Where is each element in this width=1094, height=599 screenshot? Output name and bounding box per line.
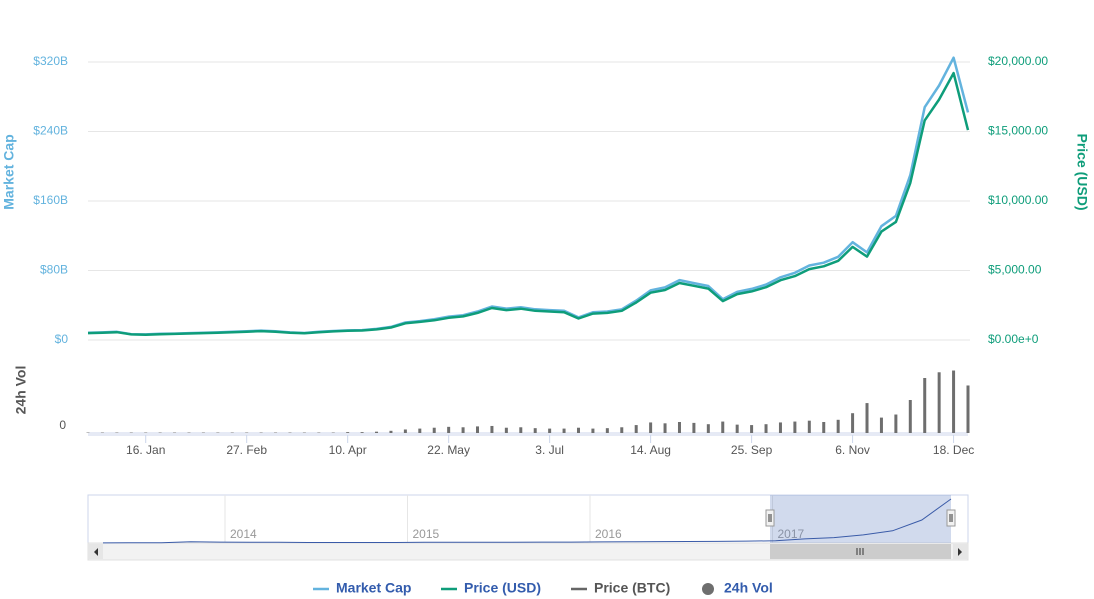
volume-bar bbox=[461, 427, 465, 433]
volume-bar bbox=[923, 378, 927, 433]
legend-item[interactable]: 24h Vol bbox=[724, 580, 773, 596]
volume-bar bbox=[879, 417, 883, 433]
volume-bar bbox=[865, 403, 869, 433]
navigator-handle[interactable] bbox=[946, 509, 956, 527]
navigator-label: 2017 bbox=[778, 527, 805, 541]
volume-bar bbox=[533, 428, 537, 433]
y2-tick-label: $10,000.00 bbox=[988, 193, 1048, 207]
x-tick-label: 25. Sep bbox=[731, 443, 773, 457]
volume-bar bbox=[360, 432, 364, 433]
volume-bar bbox=[634, 425, 638, 433]
handle-grip bbox=[768, 514, 772, 522]
volume-bar bbox=[620, 427, 624, 433]
x-tick-label: 18. Dec bbox=[933, 443, 974, 457]
navigator-label: 2014 bbox=[230, 527, 257, 541]
volume-bar bbox=[822, 422, 826, 433]
volume-bar bbox=[894, 414, 898, 433]
volume-bar bbox=[778, 422, 782, 433]
volume-bar bbox=[750, 425, 754, 433]
x-tick-label: 10. Apr bbox=[329, 443, 367, 457]
arrow-left bbox=[94, 548, 98, 556]
volume-bar bbox=[504, 427, 508, 433]
x-tick-label: 22. May bbox=[427, 443, 470, 457]
x-tick-label: 3. Jul bbox=[535, 443, 564, 457]
volume-bar bbox=[576, 427, 580, 433]
x-tick-label: 6. Nov bbox=[835, 443, 870, 457]
handle-grip bbox=[949, 514, 953, 522]
y3-axis-title: 24h Vol bbox=[13, 366, 29, 415]
scrollbar-grip bbox=[856, 548, 864, 555]
y-tick-label: $80B bbox=[40, 263, 68, 277]
navigator-label: 2015 bbox=[413, 527, 440, 541]
y3-tick-label: 0 bbox=[59, 418, 66, 432]
y-axis-title: Market Cap bbox=[1, 134, 17, 209]
volume-bar bbox=[663, 423, 667, 433]
volume-bar bbox=[706, 424, 710, 433]
legend-item[interactable]: Price (USD) bbox=[464, 580, 541, 596]
x-tick-label: 14. Aug bbox=[630, 443, 671, 457]
series-line bbox=[87, 71, 970, 336]
y-tick-label: $320B bbox=[33, 54, 68, 68]
volume-bar bbox=[447, 426, 451, 433]
y-tick-label: $240B bbox=[33, 124, 68, 138]
y-tick-label: $0 bbox=[55, 332, 69, 346]
volume-bar bbox=[851, 413, 855, 433]
volume-bar bbox=[476, 426, 480, 433]
legend-item[interactable]: Price (BTC) bbox=[594, 580, 670, 596]
volume-bar bbox=[591, 428, 595, 433]
volume-bar bbox=[735, 424, 739, 433]
volume-bar bbox=[490, 425, 494, 433]
y2-tick-label: $20,000.00 bbox=[988, 54, 1048, 68]
navigator[interactable] bbox=[87, 494, 969, 544]
volume-bar bbox=[807, 420, 811, 433]
y-tick-label: $160B bbox=[33, 193, 68, 207]
y2-axis-title: Price (USD) bbox=[1074, 133, 1090, 210]
volume-bar bbox=[375, 431, 379, 433]
volume-bar bbox=[346, 432, 350, 433]
volume-bar bbox=[403, 429, 407, 433]
legend-item[interactable]: Market Cap bbox=[336, 580, 411, 596]
volume-bar bbox=[677, 422, 681, 433]
volume-bar bbox=[649, 422, 653, 433]
volume-bar bbox=[605, 428, 609, 433]
y2-tick-label: $5,000.00 bbox=[988, 263, 1042, 277]
navigator-label: 2016 bbox=[595, 527, 622, 541]
volume-bar bbox=[793, 421, 797, 433]
volume-bar bbox=[548, 428, 552, 433]
y2-tick-label: $15,000.00 bbox=[988, 124, 1048, 138]
arrow-right bbox=[958, 548, 962, 556]
volume-bar bbox=[432, 427, 436, 433]
volume-bar bbox=[692, 422, 696, 433]
volume-bar bbox=[721, 421, 725, 433]
x-tick-label: 16. Jan bbox=[126, 443, 165, 457]
volume-bar bbox=[836, 419, 840, 433]
volume-bar bbox=[562, 428, 566, 433]
volume-bar bbox=[937, 372, 941, 433]
y2-tick-label: $0.00e+0 bbox=[988, 332, 1039, 346]
volume-bar bbox=[966, 385, 970, 433]
volume-bar bbox=[764, 424, 768, 433]
navigator-handle[interactable] bbox=[765, 509, 775, 527]
x-tick-label: 27. Feb bbox=[226, 443, 267, 457]
legend-symbol bbox=[702, 583, 714, 595]
volume-bar bbox=[389, 430, 393, 433]
volume-bar bbox=[519, 427, 523, 433]
volume-bar bbox=[908, 400, 912, 433]
volume-bar bbox=[952, 370, 956, 433]
volume-bar bbox=[418, 428, 422, 433]
navigator-line bbox=[102, 498, 952, 544]
